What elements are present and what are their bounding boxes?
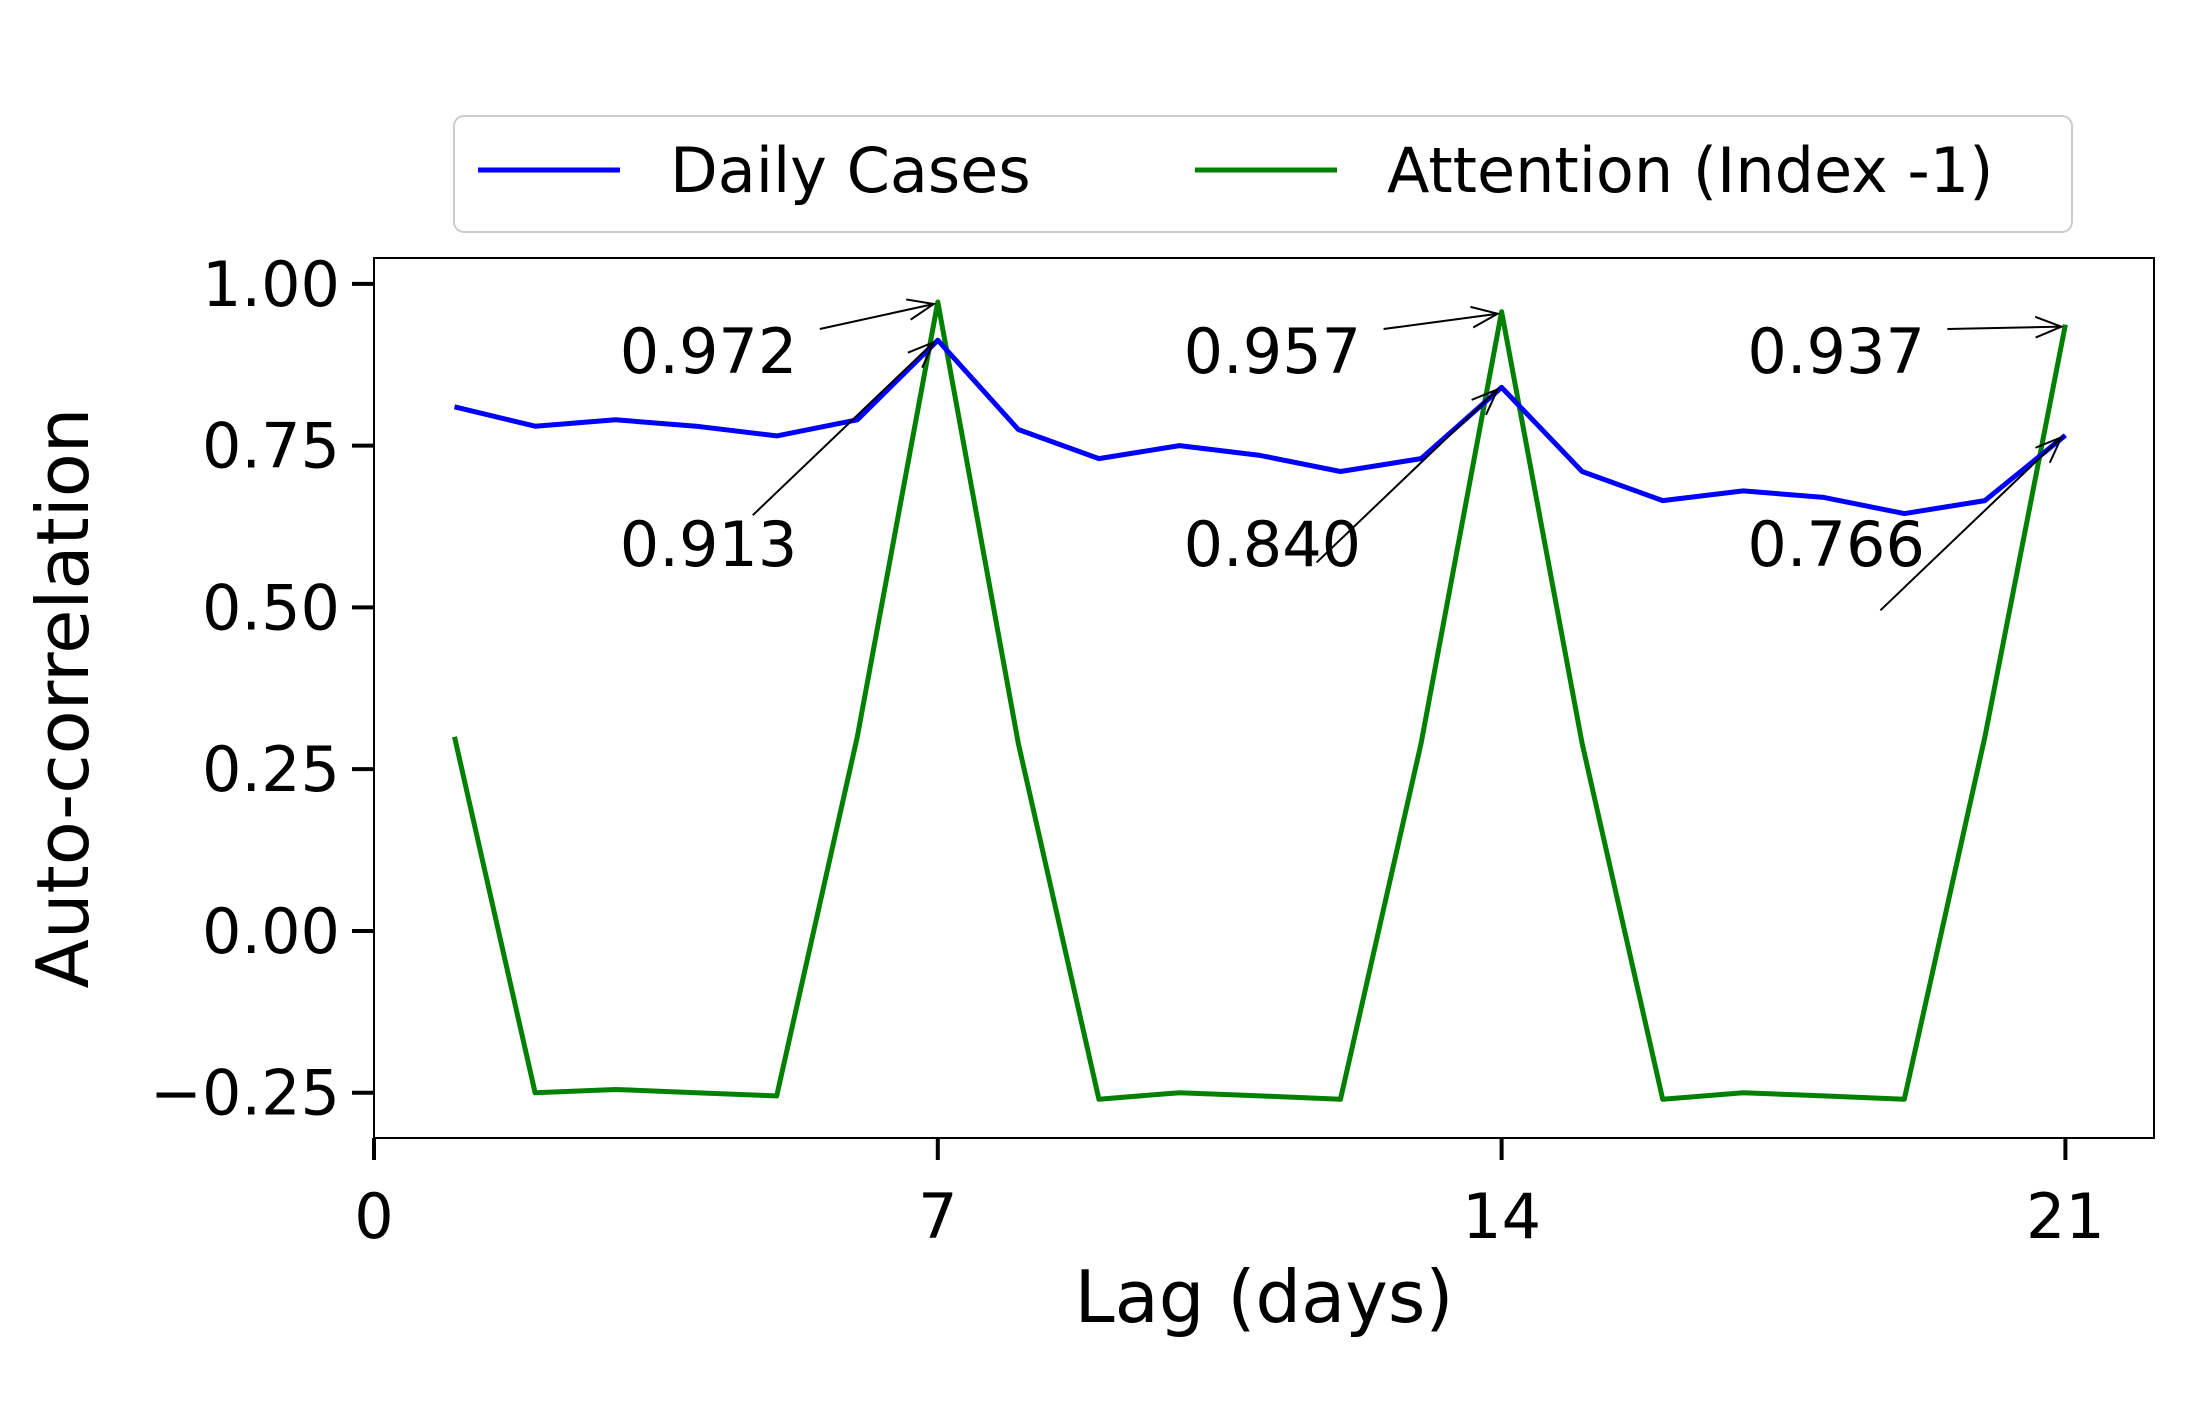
- plot-border: [373, 257, 2155, 1139]
- y-axis-label: Auto-correlation: [21, 408, 105, 989]
- x-axis-label: Lag (days): [1075, 1255, 1454, 1339]
- annotation-arrow-line: [819, 303, 935, 330]
- x-tick-label: 7: [918, 1180, 957, 1253]
- y-tick-label: 0.75: [202, 410, 340, 483]
- x-axis: 0 7 14 21: [354, 1138, 2105, 1253]
- annotation-arrow-line: [1947, 325, 2062, 330]
- series-lines: [452, 299, 2068, 1102]
- y-tick-label: −0.25: [150, 1057, 340, 1130]
- annotation-label: 0.840: [1184, 508, 1362, 581]
- legend-label-daily-cases: Daily Cases: [670, 134, 1031, 207]
- annotation-arrow-line: [1383, 312, 1498, 330]
- annotation-arrowhead: [2034, 315, 2065, 339]
- y-tick-label: 0.50: [202, 571, 340, 644]
- annotation-arrow-line: [1879, 436, 2063, 612]
- annotation-arrowhead: [1471, 387, 1500, 416]
- annotation-label: 0.766: [1747, 508, 1925, 581]
- x-tick-label: 14: [1462, 1180, 1541, 1253]
- annotation-arrowhead: [907, 340, 936, 369]
- legend: Daily Cases Attention (Index -1): [453, 115, 2073, 233]
- y-tick-label: 0.00: [202, 895, 340, 968]
- x-tick-label: 0: [354, 1180, 393, 1253]
- x-tick-label: 21: [2026, 1180, 2105, 1253]
- legend-box: [453, 115, 2073, 233]
- legend-label-attention: Attention (Index -1): [1387, 134, 1993, 207]
- series-line-attention: [452, 299, 2068, 1102]
- y-axis: −0.25 0.00 0.25 0.50 0.75 1.00: [150, 248, 374, 1130]
- annotations: 0.972 0.957 0.937 0.913 0.840 0.766: [620, 298, 2065, 612]
- annotation-label: 0.972: [620, 315, 798, 388]
- annotation-arrow-line: [752, 341, 935, 516]
- annotation-label: 0.913: [620, 508, 798, 581]
- annotation-arrow-line: [1315, 388, 1499, 564]
- annotation-arrowhead: [2035, 435, 2064, 464]
- annotation-arrowhead: [906, 298, 937, 321]
- series-line-daily-cases: [453, 337, 2067, 517]
- y-tick-label: 1.00: [202, 248, 340, 321]
- y-tick-label: 0.25: [202, 733, 340, 806]
- annotation-label: 0.937: [1747, 315, 1925, 388]
- annotation-arrowhead: [1470, 305, 1501, 329]
- annotation-label: 0.957: [1184, 315, 1362, 388]
- plot-area: [373, 257, 2155, 1139]
